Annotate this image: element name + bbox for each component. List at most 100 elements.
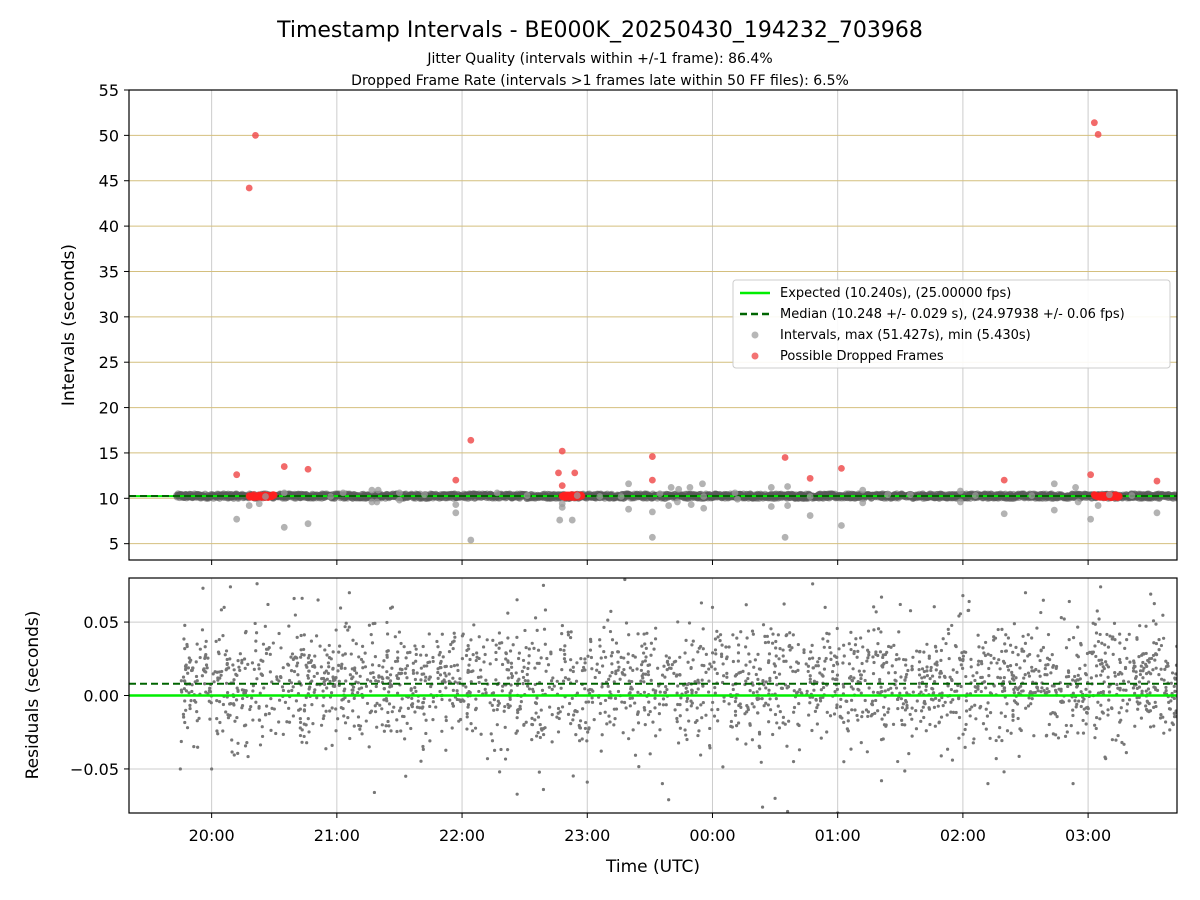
residual-point <box>870 712 874 717</box>
residual-point <box>369 679 373 683</box>
residual-point <box>982 680 986 684</box>
residual-point <box>1148 691 1152 695</box>
residual-point <box>260 734 265 739</box>
residual-point <box>233 719 237 723</box>
residual-point <box>1073 674 1077 679</box>
residual-point <box>506 748 510 752</box>
residual-point <box>867 653 871 657</box>
residual-point <box>538 722 542 727</box>
residual-point <box>198 647 202 651</box>
residual-point <box>811 666 815 670</box>
residual-point <box>989 661 993 665</box>
residual-point <box>1013 685 1018 689</box>
residual-point <box>475 655 479 659</box>
interval-point <box>734 495 741 503</box>
residual-point <box>796 722 800 726</box>
residual-point <box>511 643 515 647</box>
residual-point <box>644 672 648 676</box>
residual-point <box>934 668 938 672</box>
residual-point <box>994 757 998 761</box>
residual-point <box>339 706 343 710</box>
residual-point <box>903 678 907 682</box>
residual-point <box>787 644 791 649</box>
residual-point <box>352 724 356 728</box>
residual-point <box>258 743 263 747</box>
residual-point <box>535 734 539 738</box>
residual-point <box>508 704 512 708</box>
residual-point <box>1073 699 1077 703</box>
residual-point <box>246 662 250 666</box>
residual-point <box>393 635 397 639</box>
residual-point <box>476 675 481 679</box>
residual-point <box>950 678 954 683</box>
residual-point <box>312 690 316 694</box>
residual-point <box>789 665 793 669</box>
residual-point <box>218 720 222 725</box>
residual-point <box>719 652 724 656</box>
residual-point <box>293 613 297 617</box>
residual-point <box>896 706 900 711</box>
residual-point <box>183 623 187 627</box>
residual-point <box>942 674 947 678</box>
dropped-frame-point <box>806 474 814 482</box>
residual-point <box>750 629 755 633</box>
residual-point <box>313 654 317 658</box>
residual-point <box>338 606 343 610</box>
residual-point <box>676 702 680 707</box>
residual-point <box>1026 633 1030 637</box>
residual-point <box>337 679 341 683</box>
residual-point <box>631 728 635 732</box>
residual-point <box>998 667 1002 671</box>
interval-point <box>452 509 460 517</box>
residual-point <box>571 718 575 722</box>
residuals-frame <box>128 577 1178 814</box>
residual-point <box>194 700 198 704</box>
residual-point <box>642 690 647 694</box>
residual-point <box>1134 670 1138 674</box>
residual-point <box>1122 679 1126 683</box>
interval-point <box>700 504 708 512</box>
residual-point <box>300 740 304 744</box>
residual-point <box>745 636 749 640</box>
interval-point <box>781 533 789 541</box>
residual-point <box>1076 731 1080 735</box>
residual-point <box>676 684 680 688</box>
residual-point <box>731 633 735 637</box>
residual-point <box>447 672 451 676</box>
residual-point <box>587 700 591 704</box>
interval-point <box>493 489 501 497</box>
residual-point <box>635 667 639 671</box>
residual-point <box>521 682 525 686</box>
residual-point <box>479 732 483 736</box>
residual-point <box>974 717 978 721</box>
residual-point <box>737 671 741 675</box>
residual-point <box>589 639 593 644</box>
residual-point <box>865 750 869 754</box>
residual-point <box>1146 658 1150 663</box>
residual-point <box>297 680 301 684</box>
interval-point <box>956 498 964 506</box>
residual-point <box>556 711 560 715</box>
residual-point <box>653 637 658 641</box>
residual-point <box>973 703 977 707</box>
residual-point <box>1141 660 1145 665</box>
residual-point <box>504 651 508 655</box>
dropped-frame-point <box>571 469 579 477</box>
residual-point <box>651 688 655 692</box>
residual-point <box>1101 665 1105 669</box>
residual-point <box>436 676 440 680</box>
dropped-frame-point <box>838 464 845 472</box>
residual-point <box>802 648 806 652</box>
residual-point <box>583 657 587 661</box>
residual-point <box>980 662 984 666</box>
residual-point <box>591 689 595 693</box>
interval-point <box>956 487 964 495</box>
residual-point <box>617 665 621 669</box>
residual-point <box>1173 689 1177 693</box>
residual-point <box>522 723 526 727</box>
residual-point <box>1153 658 1157 662</box>
residual-point <box>409 703 414 707</box>
residual-point <box>585 780 589 784</box>
residual-point <box>479 675 483 679</box>
interval-point <box>1072 484 1079 491</box>
